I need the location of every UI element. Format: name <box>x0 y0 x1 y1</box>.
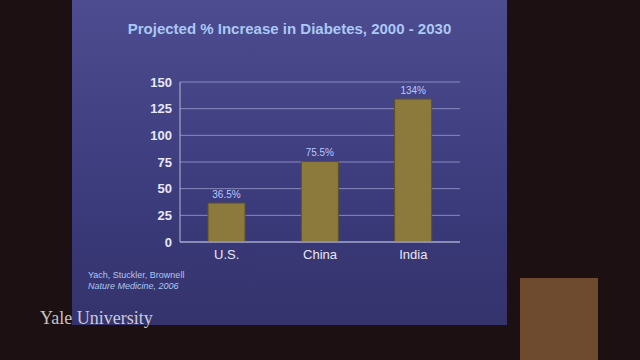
html-text:Yach, Stuckler, Brownell: Yach, Stuckler, Brownell <box>88 270 185 280</box>
svg-text:25: 25 <box>158 208 172 223</box>
svg-text:50: 50 <box>158 181 172 196</box>
svg-text:134%: 134% <box>400 85 426 96</box>
svg-text:0: 0 <box>165 235 172 250</box>
svg-text:75.5%: 75.5% <box>306 147 334 158</box>
svg-text:36.5%: 36.5% <box>212 189 240 200</box>
svg-text:100: 100 <box>150 128 172 143</box>
html-text:Yale University: Yale University <box>40 308 153 328</box>
svg-text:150: 150 <box>150 75 172 90</box>
svg-text:125: 125 <box>150 101 172 116</box>
svg-text:75: 75 <box>158 155 172 170</box>
html-text:Projected % Increase in Diabet: Projected % Increase in Diabetes, 2000 -… <box>127 20 452 37</box>
html-text:Nature Medicine, 2006: Nature Medicine, 2006 <box>88 281 179 291</box>
svg-text:China: China <box>303 247 338 262</box>
svg-text:India: India <box>399 247 428 262</box>
svg-text:U.S.: U.S. <box>214 247 239 262</box>
